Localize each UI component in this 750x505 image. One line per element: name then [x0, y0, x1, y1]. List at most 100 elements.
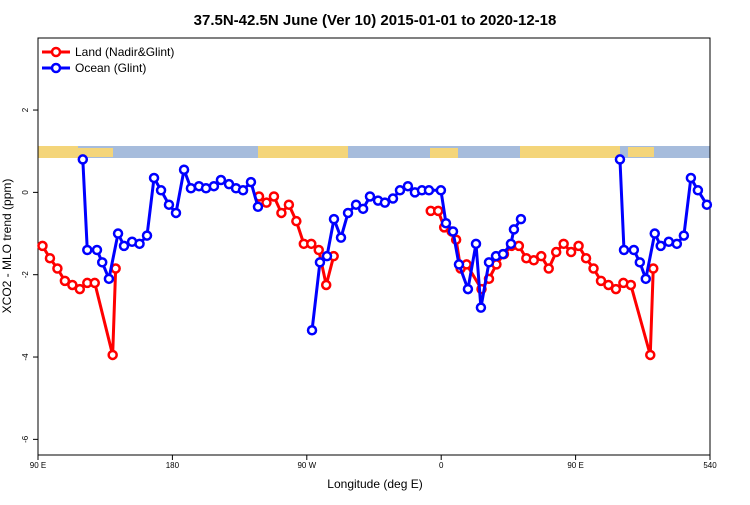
y-tick-label: 2: [21, 107, 30, 112]
data-point: [497, 248, 509, 260]
data-point: [628, 244, 640, 256]
data-point: [245, 176, 257, 188]
data-point: [685, 172, 697, 184]
x-tick-label: 0: [439, 461, 444, 470]
data-point: [335, 232, 347, 243]
data-point: [96, 257, 108, 268]
data-point: [536, 250, 547, 262]
data-point: [379, 197, 391, 208]
legend-marker: [50, 62, 62, 74]
data-point: [37, 240, 48, 252]
data-point: [558, 238, 569, 250]
data-point: [306, 238, 317, 250]
data-point: [185, 183, 197, 194]
data-point: [475, 302, 487, 313]
data-point: [648, 263, 659, 274]
data-point: [440, 217, 452, 229]
data-point: [112, 228, 124, 239]
data-point: [649, 228, 660, 239]
data-point: [515, 213, 527, 225]
data-point: [291, 215, 302, 227]
data-point: [402, 180, 414, 192]
data-point: [447, 226, 459, 237]
data-point: [543, 263, 554, 274]
data-point: [276, 207, 287, 219]
data-point: [528, 255, 540, 266]
data-point: [678, 230, 690, 241]
data-point: [625, 279, 637, 291]
x-tick-label: 90 E: [567, 461, 583, 470]
data-point: [91, 244, 103, 256]
data-point: [671, 238, 683, 250]
data-point: [505, 238, 517, 250]
data-point: [357, 203, 369, 215]
chart-title: 37.5N-42.5N June (Ver 10) 2015-01-01 to …: [194, 12, 557, 29]
data-point: [645, 349, 656, 361]
data-point: [470, 238, 482, 250]
data-point: [573, 240, 584, 252]
data-point: [208, 180, 220, 192]
data-point: [342, 207, 354, 219]
data-point: [701, 199, 713, 210]
data-point: [321, 250, 333, 262]
data-point: [170, 207, 182, 219]
legend-label: Ocean (Glint): [75, 61, 146, 75]
data-point: [640, 273, 652, 285]
data-point: [215, 174, 227, 186]
data-point: [283, 199, 295, 210]
data-point: [313, 244, 324, 256]
data-point: [261, 197, 272, 208]
data-point: [163, 199, 175, 210]
data-point: [107, 349, 118, 361]
data-point: [508, 224, 520, 235]
x-tick-label: 90 W: [297, 461, 316, 470]
data-point: [237, 185, 249, 196]
data-point: [77, 154, 89, 165]
data-point: [306, 325, 318, 336]
data-point: [435, 185, 447, 196]
data-point: [432, 205, 444, 217]
data-point: [320, 279, 332, 291]
data-point: [89, 277, 100, 289]
data-point: [74, 283, 86, 295]
x-tick-label: 180: [166, 461, 180, 470]
data-point: [82, 244, 93, 256]
data-point: [141, 230, 153, 241]
data-point: [103, 273, 115, 285]
data-point: [394, 185, 406, 196]
data-point: [453, 259, 465, 270]
y-tick-label: -2: [21, 271, 30, 279]
map-strip: [38, 146, 710, 158]
data-point: [565, 246, 577, 258]
data-point: [663, 236, 675, 248]
data-point: [364, 191, 376, 202]
data-point: [155, 185, 167, 196]
data-point: [423, 185, 435, 196]
data-point: [483, 257, 495, 268]
data-point: [614, 154, 626, 165]
y-tick-label: -4: [21, 353, 30, 361]
data-point: [550, 246, 562, 258]
data-point: [692, 185, 704, 196]
series-line: [41, 194, 655, 356]
data-point: [268, 191, 280, 202]
series-line: [81, 159, 709, 331]
data-point: [603, 279, 614, 291]
y-tick-label: 0: [21, 190, 30, 195]
x-tick-label: 540: [703, 461, 717, 470]
data-point: [67, 279, 78, 291]
data-point: [252, 201, 264, 213]
data-point: [580, 252, 592, 264]
data-point: [328, 213, 340, 225]
data-point: [44, 252, 56, 264]
data-point: [595, 275, 607, 287]
data-point: [462, 283, 474, 295]
data-point: [610, 283, 622, 295]
data-point: [314, 257, 326, 268]
data-point: [59, 275, 71, 287]
data-point: [148, 172, 160, 184]
data-point: [178, 164, 190, 175]
data-point: [118, 240, 130, 252]
legend-marker: [50, 46, 62, 58]
